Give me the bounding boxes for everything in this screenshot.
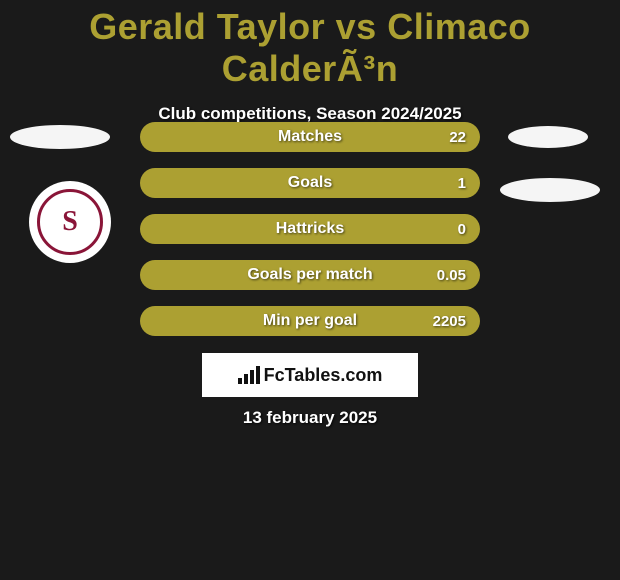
stat-row-min-per-goal: Min per goal 2205 [140,306,480,336]
stat-value: 0 [458,221,466,238]
stat-row-matches: Matches 22 [140,122,480,152]
player-right-ellipse-2 [500,178,600,202]
title-text: Gerald Taylor vs Climaco CalderÃ³n [89,6,531,89]
stat-label: Goals [288,174,332,192]
stat-value: 22 [449,129,466,146]
fctables-badge: FcTables.com [202,353,418,397]
stats-container: Matches 22 Goals 1 Hattricks 0 Goals per… [140,122,480,352]
player-right-ellipse-1 [508,126,588,148]
stat-row-goals-per-match: Goals per match 0.05 [140,260,480,290]
subtitle: Club competitions, Season 2024/2025 [0,104,620,124]
stat-value: 1 [458,175,466,192]
stat-label: Hattricks [276,220,344,238]
page-title: Gerald Taylor vs Climaco CalderÃ³n [0,0,620,90]
stat-row-hattricks: Hattricks 0 [140,214,480,244]
stat-value: 0.05 [437,267,466,284]
club-logo-letter: S [62,206,78,238]
stat-label: Goals per match [247,266,372,284]
stat-label: Matches [278,128,342,146]
player-left-ellipse [10,125,110,149]
club-logo-ring: S [37,189,103,255]
stat-value: 2205 [433,313,466,330]
club-logo: S [29,181,111,263]
stat-row-goals: Goals 1 [140,168,480,198]
fctables-text: FcTables.com [264,365,383,386]
date-text: 13 february 2025 [0,408,620,428]
bar-chart-icon [238,366,260,384]
stat-label: Min per goal [263,312,357,330]
